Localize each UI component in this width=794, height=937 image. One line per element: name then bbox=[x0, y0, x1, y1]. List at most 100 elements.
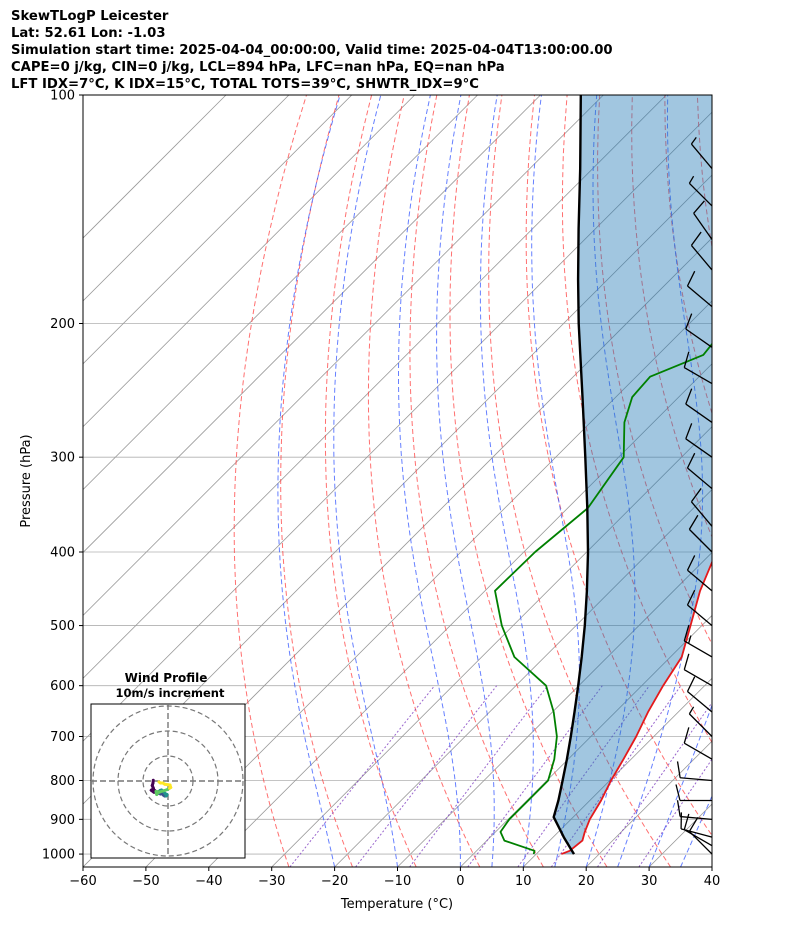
barb-flag bbox=[683, 653, 690, 670]
title-station: SkewTLogP Leicester bbox=[11, 9, 169, 24]
wind-barb bbox=[686, 452, 713, 490]
wind-barb bbox=[683, 624, 713, 658]
inset-plot bbox=[91, 704, 245, 858]
moist-adiabat bbox=[277, 95, 341, 867]
title-indices: LFT IDX=7°C, K IDX=15°C, TOTAL TOTS=39°C… bbox=[11, 77, 479, 92]
barb-staff bbox=[688, 713, 713, 737]
barb-flag bbox=[690, 488, 702, 503]
barb-flag bbox=[686, 270, 696, 287]
mixing-ratio-line bbox=[289, 685, 435, 867]
barb-flag bbox=[685, 423, 693, 440]
barb-staff bbox=[688, 182, 713, 207]
y-tick-label: 200 bbox=[50, 317, 75, 332]
moist-adiabat bbox=[680, 794, 712, 867]
isotherm-line bbox=[83, 95, 541, 554]
barb-staff bbox=[683, 829, 713, 847]
wind-barb bbox=[676, 800, 713, 820]
barb-staff bbox=[688, 528, 713, 553]
isotherm-line bbox=[271, 426, 712, 867]
isotherm-line bbox=[145, 300, 712, 867]
barb-staff bbox=[680, 828, 713, 838]
dry-adiabat bbox=[763, 95, 794, 867]
barb-half-flag bbox=[688, 175, 695, 184]
dry-adiabat bbox=[597, 95, 712, 646]
barb-flag bbox=[686, 676, 696, 692]
wind-barb bbox=[676, 761, 713, 782]
wind-barb bbox=[675, 784, 712, 802]
barb-flag bbox=[683, 727, 690, 744]
x-tick-label: −10 bbox=[384, 874, 411, 889]
y-tick-label: 800 bbox=[50, 774, 75, 789]
moist-adiabat bbox=[617, 95, 704, 867]
y-tick-label: 700 bbox=[50, 730, 75, 745]
barb-staff bbox=[683, 742, 713, 760]
x-tick-label: −20 bbox=[321, 874, 348, 889]
isotherm-line bbox=[397, 551, 712, 867]
wind-barb bbox=[685, 388, 713, 423]
barb-staff bbox=[690, 501, 713, 527]
isotherm-line bbox=[83, 95, 227, 239]
barb-staff bbox=[687, 604, 713, 627]
wind-barb bbox=[683, 813, 713, 847]
dry-adiabat bbox=[409, 95, 544, 867]
wind-barb bbox=[688, 706, 713, 737]
dry-adiabat bbox=[525, 95, 712, 837]
dry-adiabat bbox=[324, 95, 417, 867]
inset-subtitle: 10m/s increment bbox=[116, 686, 225, 700]
mixing-ratio-line bbox=[517, 685, 650, 867]
barb-staff bbox=[683, 367, 713, 385]
barb-staff bbox=[683, 640, 713, 658]
barb-flag bbox=[683, 624, 690, 642]
wind-barb bbox=[688, 175, 713, 207]
barb-flag bbox=[693, 200, 705, 214]
isotherm-line bbox=[460, 614, 712, 867]
y-tick-label: 900 bbox=[50, 813, 75, 828]
barb-staff bbox=[685, 328, 713, 348]
dry-adiabat bbox=[488, 95, 672, 867]
barb-flag bbox=[686, 555, 696, 571]
barb-staff bbox=[687, 690, 713, 713]
wind-barb bbox=[690, 231, 713, 271]
isotherm-line bbox=[208, 363, 712, 867]
mixing-ratio-line bbox=[467, 685, 603, 867]
x-tick-label: 30 bbox=[641, 874, 658, 889]
axes: −60 −50 −40 −30 −20 −10 0 10 20 30 40 100 200 300 400 5… bbox=[42, 89, 720, 890]
barb-flag bbox=[683, 813, 690, 830]
wind-barb bbox=[688, 514, 713, 553]
wind-barb bbox=[686, 589, 713, 627]
barb-staff bbox=[690, 244, 713, 271]
x-tick-label: 20 bbox=[578, 874, 595, 889]
mixing-ratio-line bbox=[596, 701, 712, 867]
x-tick-label: −50 bbox=[132, 874, 159, 889]
barb-flag bbox=[683, 351, 690, 368]
y-tick-label: 500 bbox=[50, 619, 75, 634]
wind-barb bbox=[686, 555, 713, 592]
wind-barb bbox=[680, 812, 713, 838]
y-tick-label: 1000 bbox=[42, 848, 75, 863]
isotherm-line bbox=[83, 111, 712, 742]
x-tick-label: 10 bbox=[515, 874, 532, 889]
barb-flag bbox=[686, 589, 696, 606]
sounding-profiles bbox=[494, 95, 712, 855]
isotherm-line bbox=[334, 489, 712, 867]
title-cape: CAPE=0 j/kg, CIN=0 j/kg, LCL=894 hPa, LF… bbox=[11, 60, 505, 75]
mixing-ratio-line bbox=[355, 685, 498, 867]
barb-flag bbox=[686, 452, 696, 469]
moist-adiabat bbox=[436, 95, 495, 867]
barb-half-flag bbox=[687, 635, 692, 644]
x-tick-label: 0 bbox=[456, 874, 464, 889]
barb-staff bbox=[693, 212, 713, 240]
x-tick-label: −30 bbox=[258, 874, 285, 889]
x-tick-label: −60 bbox=[69, 874, 96, 889]
wind-barbs bbox=[675, 136, 713, 855]
y-tick-label: 300 bbox=[50, 451, 75, 466]
temperature-line bbox=[561, 559, 712, 855]
isotherm-line bbox=[83, 95, 415, 428]
x-tick-label: −40 bbox=[195, 874, 222, 889]
dry-adiabat bbox=[367, 95, 481, 867]
y-tick-label: 600 bbox=[50, 679, 75, 694]
dry-adiabat bbox=[449, 95, 608, 867]
y-axis-label: Pressure (hPa) bbox=[19, 434, 34, 527]
wind-barb bbox=[683, 727, 713, 760]
